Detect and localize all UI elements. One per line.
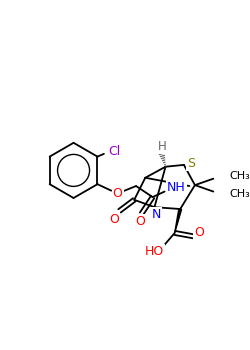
Text: O: O [113, 187, 122, 200]
Text: NH: NH [167, 181, 186, 194]
Text: O: O [109, 213, 119, 226]
Text: Cl: Cl [108, 145, 120, 158]
Text: O: O [194, 225, 204, 238]
Text: HO: HO [145, 245, 164, 258]
Polygon shape [175, 209, 182, 233]
Text: H: H [158, 140, 166, 153]
Text: CH₃: CH₃ [230, 189, 250, 199]
Text: S: S [187, 156, 195, 169]
Text: O: O [135, 215, 145, 229]
Text: N: N [152, 208, 161, 221]
Text: CH₃: CH₃ [230, 171, 250, 181]
